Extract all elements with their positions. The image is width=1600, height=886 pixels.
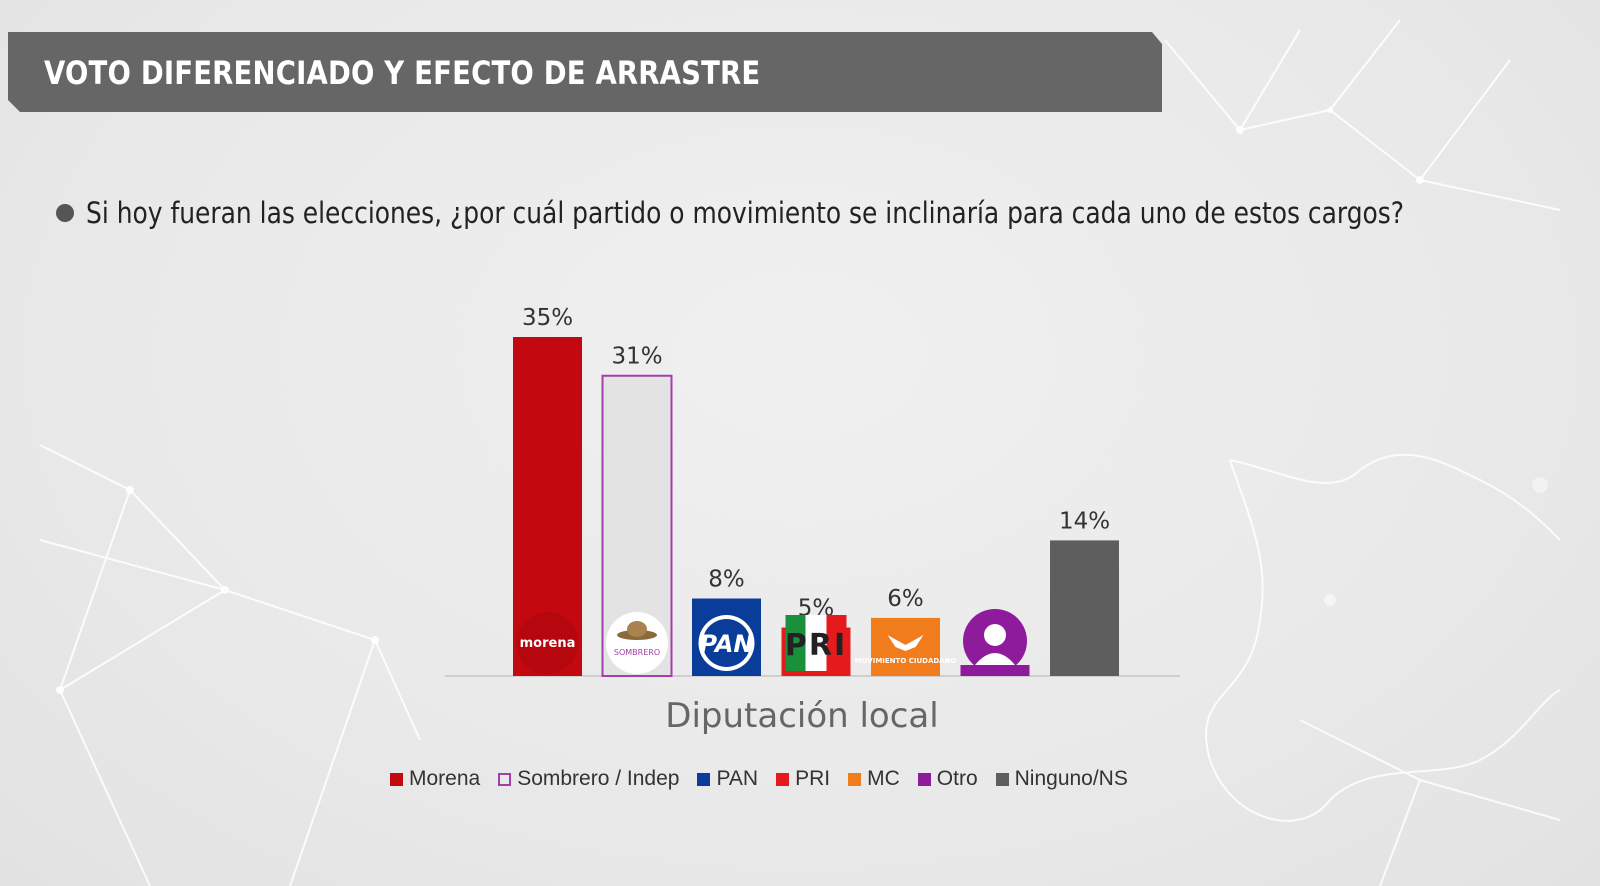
person-head-icon — [984, 624, 1006, 646]
legend-item: MC — [848, 767, 900, 791]
bar-ninguno-ns — [1050, 540, 1119, 676]
legend-swatch — [917, 772, 931, 786]
legend-label: Sombrero / Indep — [517, 767, 680, 790]
data-label-sombrero-indep: 31% — [611, 344, 662, 370]
page-title: VOTO DIFERENCIADO Y EFECTO DE ARRASTRE — [44, 54, 761, 92]
legend-label: Morena — [409, 767, 481, 790]
legend-item: PRI — [776, 767, 830, 791]
legend-label: PRI — [795, 767, 831, 790]
legend-label: MC — [867, 767, 900, 790]
legend-item: Otro — [917, 767, 978, 791]
header-banner: VOTO DIFERENCIADO Y EFECTO DE ARRASTRE — [8, 32, 1162, 112]
pri-logo-text: PRI — [785, 628, 847, 663]
legend-swatch — [498, 772, 512, 786]
sombrero-hat-crown-icon — [627, 621, 647, 637]
question: Si hoy fueran las elecciones, ¿por cuál … — [56, 196, 1600, 230]
x-axis-label: Diputación local — [665, 696, 938, 736]
mc-logo-text: MOVIMIENTO CIUDADANO — [855, 657, 957, 665]
pri-logo-white — [805, 615, 827, 671]
legend-item: Sombrero / Indep — [498, 767, 679, 791]
legend-swatch — [848, 772, 862, 786]
legend: Morena Sombrero / Indep PAN PRI MC Otro Ningun… — [390, 767, 1146, 791]
person-body-icon — [975, 653, 1015, 665]
legend-item: PAN — [697, 767, 758, 791]
legend-label: PAN — [716, 767, 759, 790]
pri-logo-red — [826, 615, 847, 671]
legend-item: Morena — [390, 767, 480, 791]
pri-logo-green — [785, 615, 806, 671]
data-label-ninguno-ns: 14% — [1059, 508, 1110, 534]
legend-label: Ninguno/NS — [1014, 767, 1128, 790]
question-text: Si hoy fueran las elecciones, ¿por cuál … — [86, 196, 1405, 230]
data-label-morena: 35% — [522, 305, 573, 331]
legend-item: Ninguno/NS — [995, 767, 1128, 791]
sombrero-logo-text: SOMBRERO — [614, 648, 660, 657]
legend-swatch — [390, 772, 403, 786]
pan-logo-text: PAN — [699, 630, 753, 658]
legend-swatch — [776, 772, 790, 786]
pan-logo-ring — [702, 619, 751, 667]
data-label-mc: 6% — [887, 586, 924, 612]
data-label-pan: 8% — [708, 567, 745, 593]
legend-swatch — [697, 772, 711, 786]
sombrero-logo — [606, 612, 668, 674]
morena-logo — [516, 612, 579, 674]
bullet-icon — [56, 204, 74, 222]
legend-swatch — [995, 772, 1009, 786]
mc-eagle-icon — [887, 635, 924, 651]
morena-logo-text: morena — [520, 636, 576, 651]
legend-label: Otro — [936, 767, 978, 790]
